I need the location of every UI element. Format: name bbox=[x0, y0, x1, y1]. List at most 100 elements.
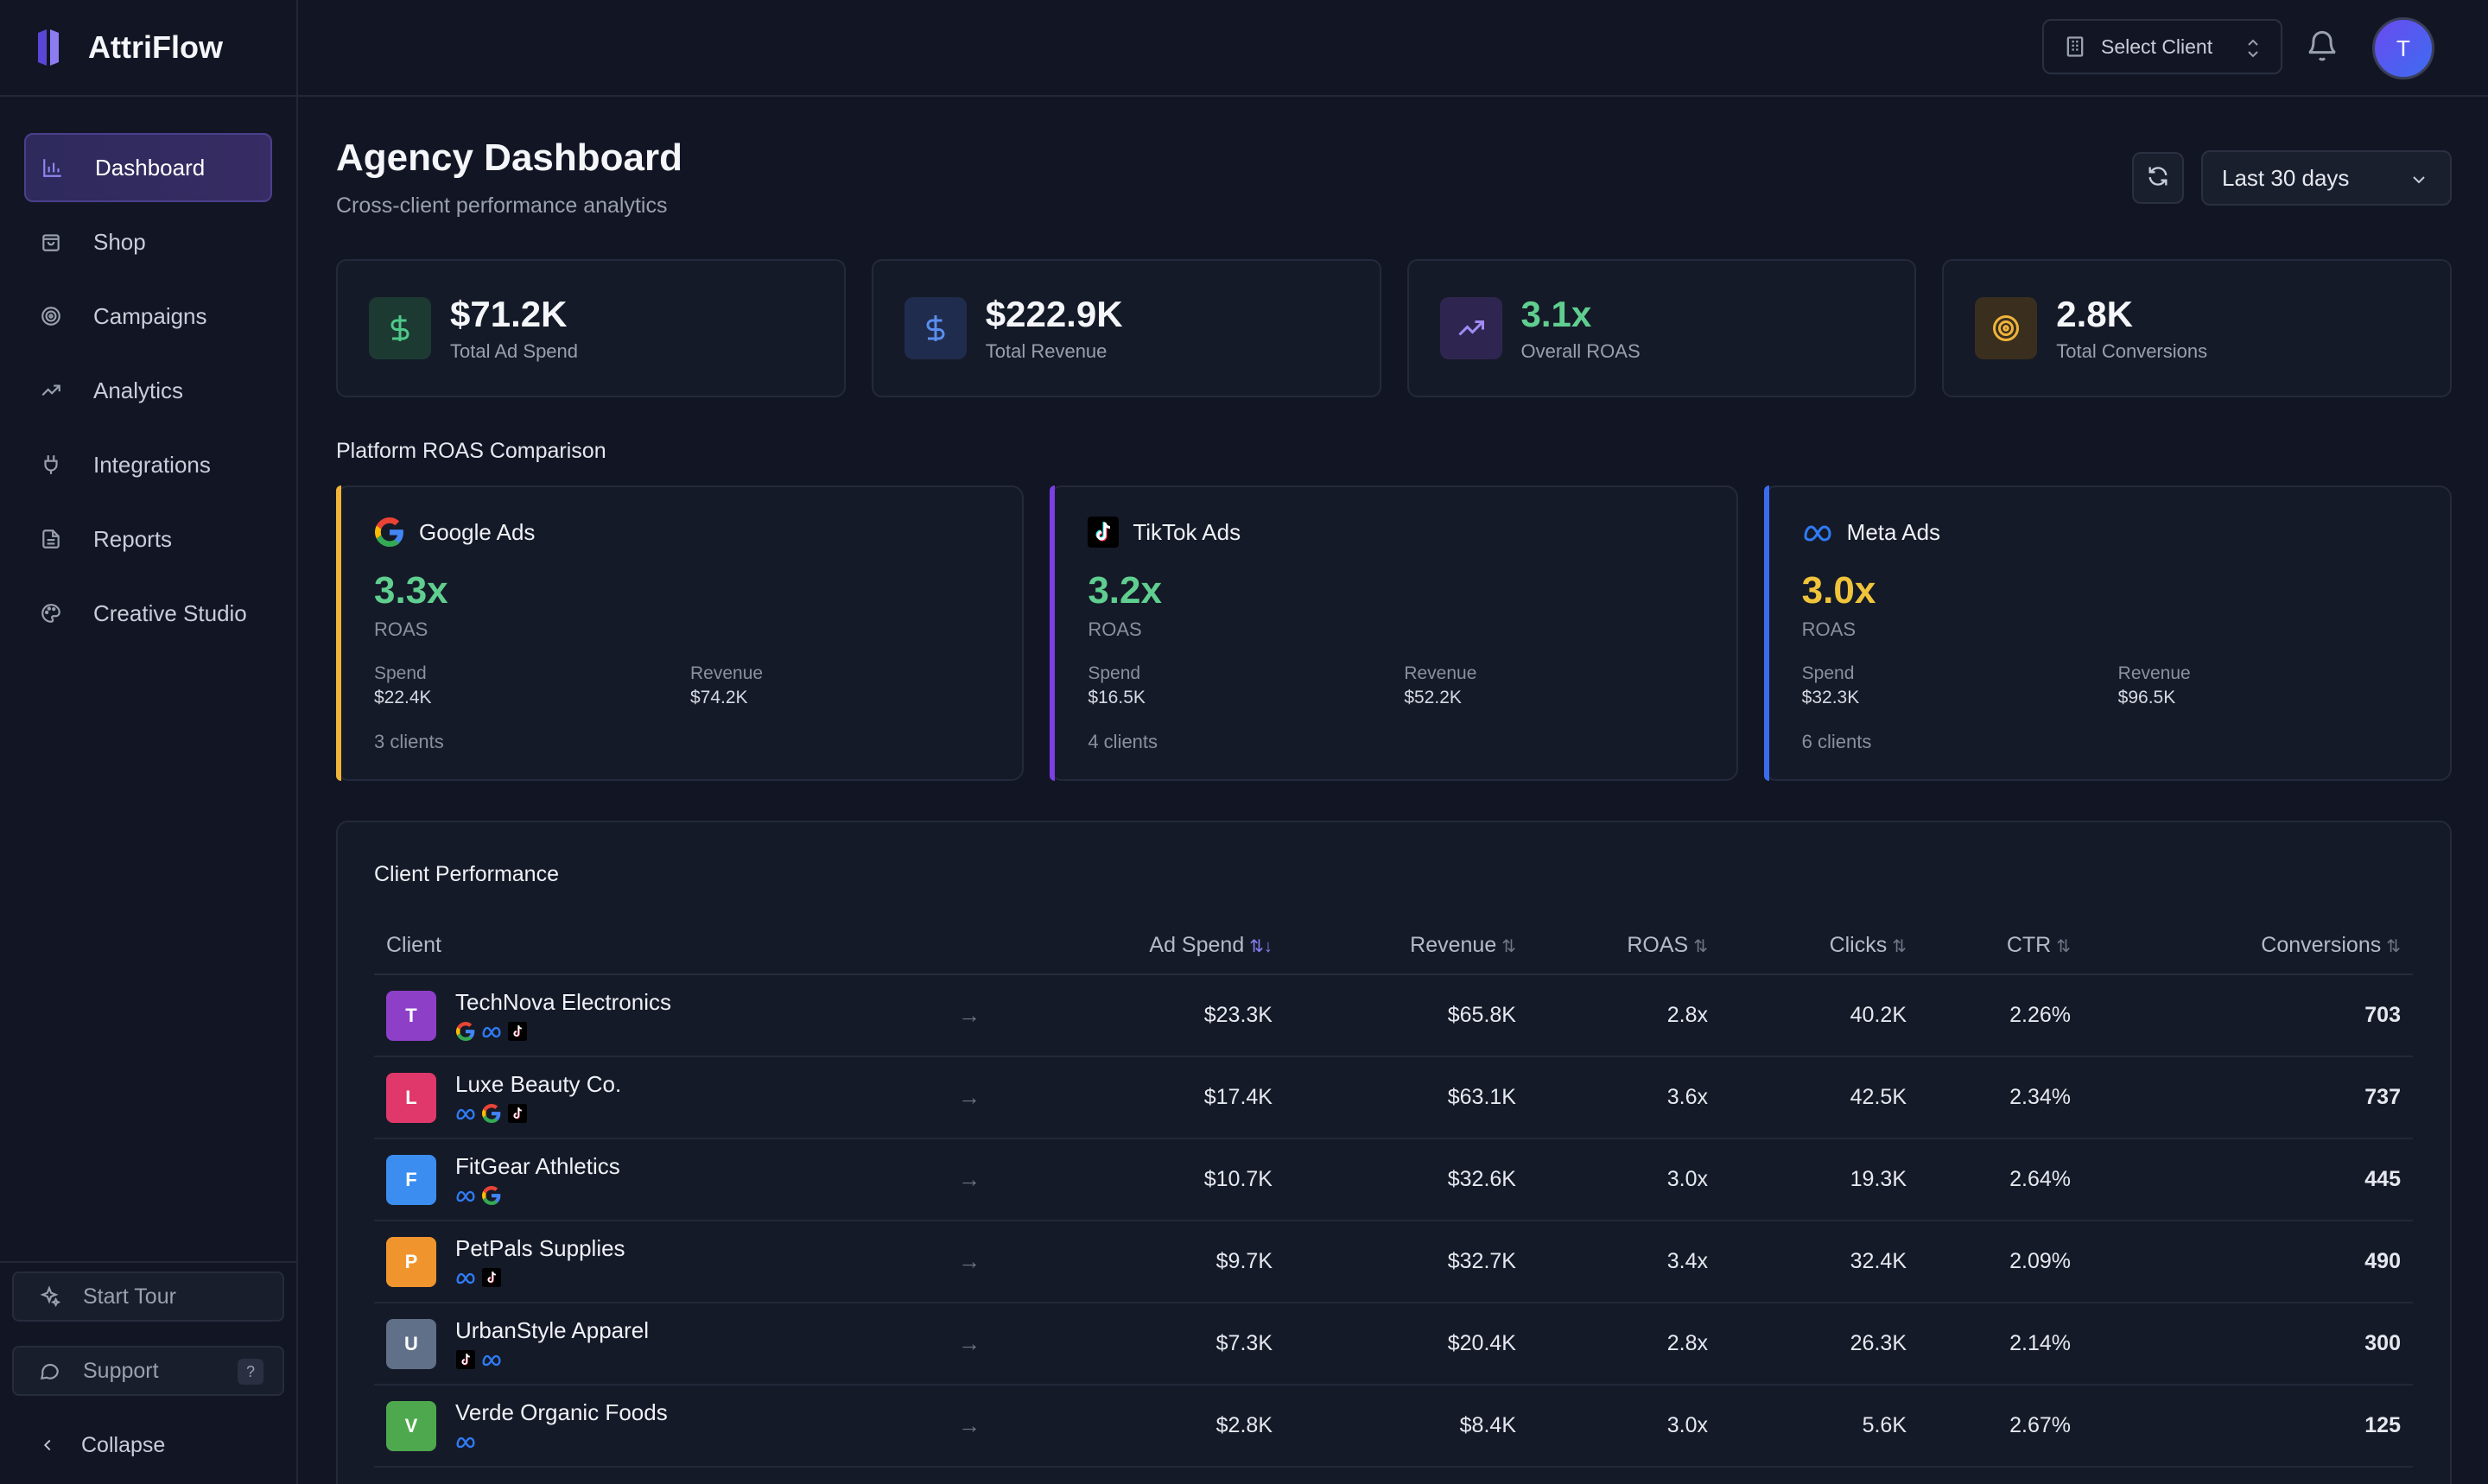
sidebar-item-campaigns[interactable]: Campaigns bbox=[24, 282, 272, 351]
spend-value: $16.5K bbox=[1088, 688, 1146, 707]
notifications-bell-icon[interactable] bbox=[2305, 29, 2339, 64]
col-conversions[interactable]: Conversions ⇅ bbox=[2071, 917, 2413, 975]
arrow-right-icon[interactable]: → bbox=[958, 1166, 981, 1192]
sidebar-footer: Start Tour Support ? Collapse bbox=[0, 1261, 296, 1484]
collapse-button[interactable]: Collapse bbox=[12, 1420, 284, 1470]
user-avatar[interactable]: T bbox=[2372, 17, 2434, 79]
tiktok-icon bbox=[1088, 517, 1120, 548]
arrow-right-icon[interactable]: → bbox=[958, 1248, 981, 1274]
file-text-icon bbox=[38, 526, 64, 552]
client-performance-title: Client Performance bbox=[374, 862, 559, 886]
sidebar-item-reports[interactable]: Reports bbox=[24, 504, 272, 574]
client-cell[interactable]: V Verde Organic Foods → bbox=[374, 1385, 996, 1468]
bar-chart-icon bbox=[40, 155, 66, 181]
collapse-label: Collapse bbox=[81, 1432, 166, 1457]
support-button[interactable]: Support ? bbox=[12, 1346, 284, 1396]
kpi-row: $71.2K Total Ad Spend $222.9K Total Revenu… bbox=[336, 259, 2452, 397]
table-row[interactable]: V Verde Organic Foods → $2.8K $8.4K 3.0x… bbox=[374, 1385, 2413, 1468]
page-title: Agency Dashboard bbox=[336, 136, 682, 179]
table-row[interactable]: F FitGear Athletics → $10.7K $32.6K 3.0x… bbox=[374, 1138, 2413, 1221]
col-ad-spend[interactable]: Ad Spend ⇅↓ bbox=[996, 917, 1273, 975]
client-name: PetPals Supplies bbox=[455, 1235, 625, 1261]
sidebar-item-creative-studio[interactable]: Creative Studio bbox=[24, 579, 272, 648]
select-client-dropdown[interactable]: Select Client bbox=[2042, 19, 2282, 74]
cell-clicks: 32.4K bbox=[1708, 1221, 1907, 1303]
cell-conversions: 125 bbox=[2071, 1385, 2413, 1468]
arrow-right-icon[interactable]: → bbox=[958, 1084, 981, 1110]
trending-up-icon bbox=[38, 377, 64, 403]
sidebar-item-label: Dashboard bbox=[95, 154, 206, 181]
client-cell[interactable]: U UrbanStyle Apparel → bbox=[374, 1303, 996, 1386]
kpi-label: Total Ad Spend bbox=[450, 340, 579, 362]
chevron-left-icon bbox=[35, 1432, 60, 1458]
platform-card-google[interactable]: Google Ads 3.3x ROAS Spend $22.4K Revenue… bbox=[336, 485, 1025, 781]
sort-icon: ⇅ bbox=[2056, 937, 2071, 956]
spend-value: $22.4K bbox=[374, 688, 432, 707]
cell-conversions: 737 bbox=[2071, 1056, 2413, 1139]
sidebar-item-analytics[interactable]: Analytics bbox=[24, 356, 272, 425]
platform-comparison: Google Ads 3.3x ROAS Spend $22.4K Revenue… bbox=[336, 485, 2452, 781]
spend-label: Spend bbox=[374, 663, 427, 683]
dollar-icon bbox=[369, 297, 431, 359]
table-row[interactable]: U UrbanStyle Apparel → $7.3K $20.4K 2.8x… bbox=[374, 1303, 2413, 1386]
client-performance-panel: Client Performance Client Ad Spend ⇅↓ Rev… bbox=[336, 821, 2452, 1484]
start-tour-button[interactable]: Start Tour bbox=[12, 1272, 284, 1322]
client-platforms bbox=[455, 1431, 668, 1452]
sidebar: AttriFlow Dashboard Shop Campaigns Analy… bbox=[0, 0, 298, 1484]
arrow-right-icon[interactable]: → bbox=[958, 1002, 981, 1028]
accent-bar bbox=[1050, 485, 1056, 781]
date-range-select[interactable]: Last 30 days bbox=[2201, 150, 2452, 206]
client-performance-table: Client Ad Spend ⇅↓ Revenue ⇅ ROAS ⇅ Clicks ⇅… bbox=[374, 917, 2413, 1468]
platform-card-meta[interactable]: Meta Ads 3.0x ROAS Spend $32.3K Revenue $9… bbox=[1763, 485, 2452, 781]
attriflow-logo-icon bbox=[35, 26, 62, 69]
client-name: UrbanStyle Apparel bbox=[455, 1317, 650, 1343]
col-revenue[interactable]: Revenue ⇅ bbox=[1273, 917, 1516, 975]
arrow-right-icon[interactable]: → bbox=[958, 1412, 981, 1438]
cell-revenue: $65.8K bbox=[1273, 974, 1516, 1057]
client-cell[interactable]: P PetPals Supplies → bbox=[374, 1221, 996, 1303]
cell-conversions: 490 bbox=[2071, 1221, 2413, 1303]
sort-icon: ⇅ bbox=[1693, 937, 1708, 956]
cell-ctr: 2.09% bbox=[1907, 1221, 2071, 1303]
client-platforms bbox=[455, 1103, 621, 1124]
platform-card-tiktok[interactable]: TikTok Ads 3.2x ROAS Spend $16.5K Revenue… bbox=[1050, 485, 1738, 781]
chevrons-up-down-icon bbox=[2243, 36, 2263, 60]
meta-icon bbox=[481, 1349, 502, 1370]
sidebar-item-shop[interactable]: Shop bbox=[24, 207, 272, 276]
meta-icon bbox=[481, 1021, 502, 1042]
platform-roas: 3.0x bbox=[1801, 569, 1876, 612]
client-cell[interactable]: F FitGear Athletics → bbox=[374, 1138, 996, 1221]
client-avatar: P bbox=[386, 1236, 436, 1287]
col-ctr[interactable]: CTR ⇅ bbox=[1907, 917, 2071, 975]
platform-roas-label: ROAS bbox=[374, 618, 428, 640]
cell-roas: 3.0x bbox=[1516, 1385, 1708, 1468]
building-icon bbox=[2063, 35, 2087, 59]
client-name: Luxe Beauty Co. bbox=[455, 1071, 622, 1097]
client-name: Verde Organic Foods bbox=[455, 1399, 668, 1425]
meta-icon bbox=[455, 1267, 476, 1288]
col-roas[interactable]: ROAS ⇅ bbox=[1516, 917, 1708, 975]
google-icon bbox=[374, 517, 405, 548]
table-row[interactable]: L Luxe Beauty Co. → $17.4K $63.1K 3.6x 4… bbox=[374, 1056, 2413, 1139]
chevron-down-icon bbox=[2409, 169, 2429, 190]
support-label: Support bbox=[83, 1358, 159, 1383]
cell-ctr: 2.64% bbox=[1907, 1138, 2071, 1221]
table-row[interactable]: T TechNova Electronics → $23.3K $65.8K 2… bbox=[374, 974, 2413, 1057]
client-cell[interactable]: T TechNova Electronics → bbox=[374, 974, 996, 1057]
topbar bbox=[298, 0, 2488, 97]
cell-revenue: $63.1K bbox=[1273, 1056, 1516, 1139]
brand[interactable]: AttriFlow bbox=[0, 0, 296, 97]
refresh-button[interactable] bbox=[2132, 152, 2184, 204]
table-row[interactable]: P PetPals Supplies → $9.7K $32.7K 3.4x 3… bbox=[374, 1221, 2413, 1303]
revenue-label: Revenue bbox=[690, 663, 764, 683]
sidebar-item-dashboard[interactable]: Dashboard bbox=[24, 133, 272, 202]
kpi-value: 2.8K bbox=[2056, 294, 2133, 334]
client-cell[interactable]: L Luxe Beauty Co. → bbox=[374, 1056, 996, 1139]
tiktok-icon bbox=[481, 1267, 502, 1288]
sort-icon: ⇅ bbox=[2386, 937, 2401, 956]
client-platforms bbox=[455, 1185, 620, 1206]
arrow-right-icon[interactable]: → bbox=[958, 1330, 981, 1356]
col-clicks[interactable]: Clicks ⇅ bbox=[1708, 917, 1907, 975]
cell-clicks: 40.2K bbox=[1708, 974, 1907, 1057]
sidebar-item-integrations[interactable]: Integrations bbox=[24, 430, 272, 499]
